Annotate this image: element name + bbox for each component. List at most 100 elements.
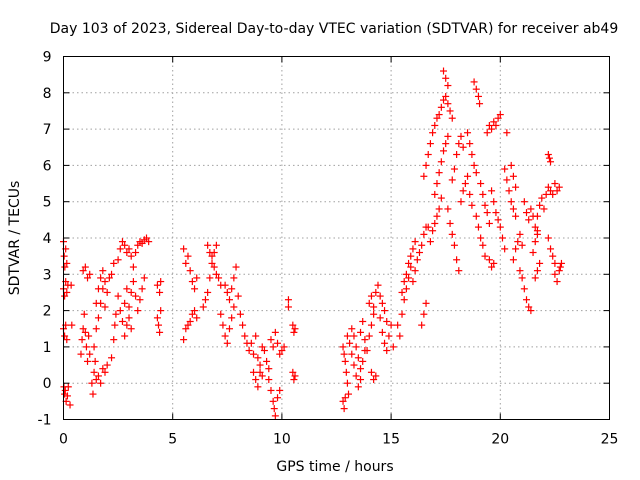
data-point bbox=[289, 368, 297, 376]
data-point bbox=[99, 365, 107, 373]
data-point bbox=[433, 114, 441, 122]
data-point bbox=[61, 332, 69, 340]
data-point bbox=[265, 376, 273, 384]
x-tick-label: 0 bbox=[59, 432, 68, 448]
data-point bbox=[477, 180, 485, 188]
data-point bbox=[199, 303, 207, 311]
y-tick-label: 9 bbox=[43, 50, 52, 66]
data-point bbox=[455, 267, 463, 275]
data-point bbox=[125, 245, 133, 253]
data-point bbox=[490, 259, 498, 267]
data-point bbox=[127, 252, 135, 260]
data-point bbox=[367, 292, 375, 300]
data-point bbox=[278, 347, 286, 355]
data-point bbox=[383, 347, 391, 355]
data-point bbox=[542, 190, 550, 198]
data-point bbox=[547, 158, 555, 166]
data-point bbox=[145, 238, 153, 246]
data-point bbox=[553, 187, 561, 195]
data-point bbox=[208, 252, 216, 260]
data-point bbox=[464, 172, 472, 180]
x-tick-label: 15 bbox=[382, 432, 400, 448]
data-point bbox=[230, 274, 238, 282]
data-point bbox=[84, 357, 92, 365]
data-point bbox=[485, 121, 493, 129]
data-point bbox=[385, 332, 393, 340]
data-point bbox=[157, 278, 165, 286]
data-point bbox=[91, 357, 99, 365]
data-point bbox=[156, 288, 164, 296]
data-point bbox=[188, 310, 196, 318]
data-point bbox=[544, 234, 552, 242]
data-point bbox=[105, 274, 113, 282]
data-point bbox=[376, 314, 384, 322]
data-point bbox=[470, 78, 478, 86]
data-point bbox=[533, 212, 541, 220]
data-point bbox=[407, 252, 415, 260]
data-point bbox=[431, 121, 439, 129]
data-point bbox=[221, 332, 229, 340]
data-point bbox=[555, 267, 563, 275]
data-point bbox=[350, 361, 358, 369]
data-point bbox=[142, 234, 150, 242]
data-point bbox=[89, 390, 97, 398]
data-point bbox=[424, 151, 432, 159]
data-point bbox=[474, 223, 482, 231]
data-point bbox=[531, 238, 539, 246]
data-point bbox=[549, 252, 557, 260]
data-point bbox=[472, 169, 480, 177]
y-tick-label: 1 bbox=[43, 340, 52, 356]
data-point bbox=[291, 372, 299, 380]
data-point bbox=[271, 328, 279, 336]
data-point bbox=[123, 249, 131, 257]
data-point bbox=[411, 267, 419, 275]
data-point bbox=[512, 183, 520, 191]
data-point bbox=[269, 343, 277, 351]
data-point bbox=[450, 241, 458, 249]
data-point bbox=[501, 165, 509, 173]
data-point bbox=[352, 343, 360, 351]
data-point bbox=[111, 321, 119, 329]
data-point bbox=[66, 401, 74, 409]
data-point bbox=[346, 339, 354, 347]
data-point bbox=[357, 365, 365, 373]
data-point bbox=[547, 245, 555, 253]
data-point bbox=[140, 274, 148, 282]
data-point bbox=[274, 339, 282, 347]
data-point bbox=[121, 241, 129, 249]
data-point bbox=[82, 343, 90, 351]
data-point bbox=[470, 161, 478, 169]
data-point bbox=[357, 328, 365, 336]
data-point bbox=[488, 187, 496, 195]
data-point bbox=[363, 347, 371, 355]
axis-ticks bbox=[63, 56, 610, 420]
data-point bbox=[63, 259, 71, 267]
data-point bbox=[256, 368, 264, 376]
data-point bbox=[204, 288, 212, 296]
data-point bbox=[429, 227, 437, 235]
data-point bbox=[90, 368, 98, 376]
data-point bbox=[509, 172, 517, 180]
data-point bbox=[254, 354, 262, 362]
y-tick-label: 7 bbox=[43, 122, 52, 138]
data-point bbox=[228, 314, 236, 322]
data-point bbox=[99, 267, 107, 275]
data-point bbox=[125, 303, 133, 311]
data-point bbox=[481, 252, 489, 260]
data-point bbox=[468, 151, 476, 159]
data-point bbox=[343, 379, 351, 387]
data-point bbox=[61, 386, 69, 394]
data-point bbox=[367, 321, 375, 329]
y-tick-label: -1 bbox=[38, 413, 52, 429]
y-tick-label: 3 bbox=[43, 267, 52, 283]
data-point bbox=[212, 241, 220, 249]
data-point bbox=[132, 292, 140, 300]
data-point bbox=[444, 82, 452, 90]
data-point bbox=[457, 132, 465, 140]
data-point bbox=[94, 372, 102, 380]
data-point bbox=[182, 325, 190, 333]
data-point bbox=[208, 259, 216, 267]
data-point bbox=[210, 263, 218, 271]
data-point bbox=[459, 187, 467, 195]
data-point bbox=[108, 354, 116, 362]
